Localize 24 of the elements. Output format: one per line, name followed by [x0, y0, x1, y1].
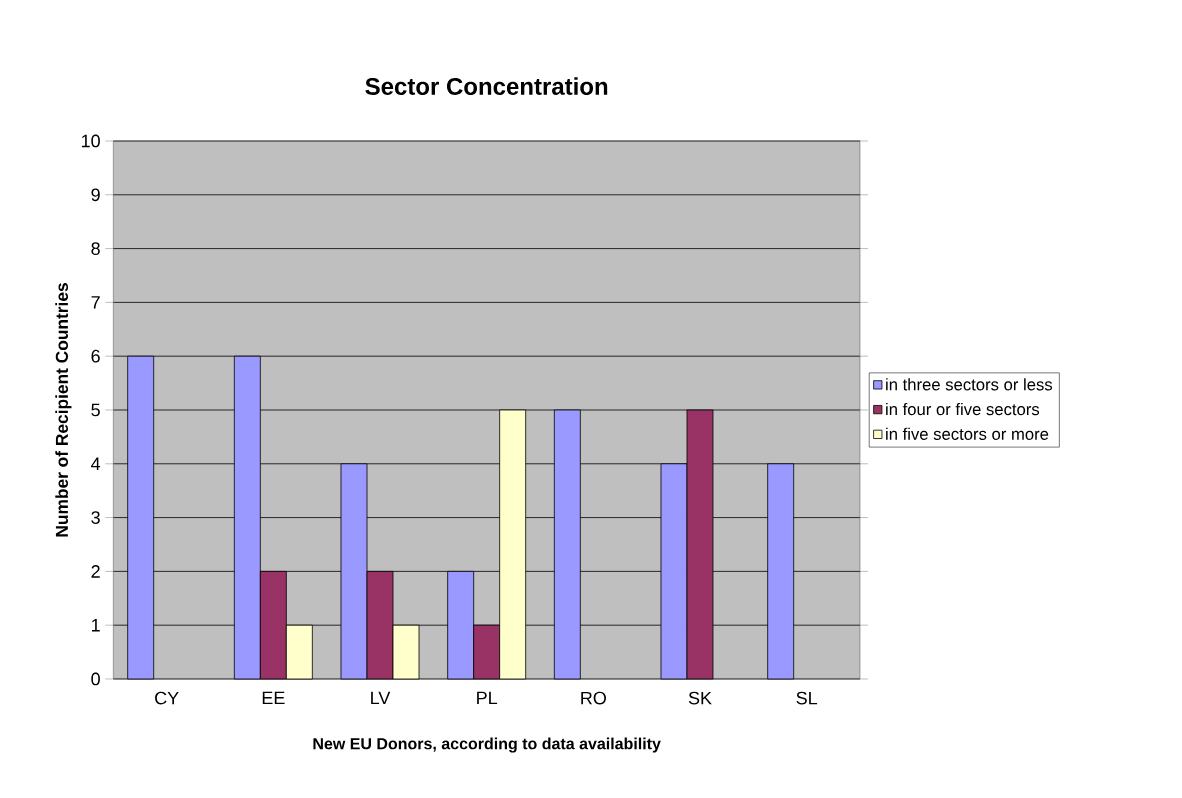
x-tick-label: RO — [581, 691, 606, 705]
y-tick-label: 2 — [91, 565, 100, 578]
y-tick-label: 3 — [91, 511, 100, 524]
x-tick-label: SL — [796, 691, 818, 705]
y-tick-label: 7 — [91, 296, 100, 309]
y-tick-label: 10 — [81, 134, 100, 148]
y-axis-title: Number of Recipient Countries — [55, 283, 72, 537]
y-tick-label: 0 — [91, 672, 100, 686]
y-tick-label: 6 — [91, 349, 100, 363]
y-tick-label: 1 — [92, 619, 100, 632]
y-tick-label: 4 — [91, 457, 101, 470]
x-tick-label: EE — [262, 691, 285, 705]
y-tick-label: 5 — [91, 403, 100, 417]
chart-title: Sector Concentration — [365, 77, 608, 95]
y-tick-label: 9 — [91, 188, 100, 202]
x-tick-label: CY — [155, 691, 179, 705]
x-axis-title: New EU Donors, according to data availability — [313, 737, 661, 753]
legend-label: in five sectors or more — [886, 427, 1049, 440]
legend-label: in four or five sectors — [886, 402, 1040, 416]
legend-label: in three sectors or less — [886, 378, 1053, 391]
y-tick-label: 8 — [91, 242, 100, 255]
x-tick-label: LV — [371, 691, 391, 705]
x-tick-label: SK — [688, 691, 712, 705]
x-tick-label: PL — [477, 691, 498, 705]
